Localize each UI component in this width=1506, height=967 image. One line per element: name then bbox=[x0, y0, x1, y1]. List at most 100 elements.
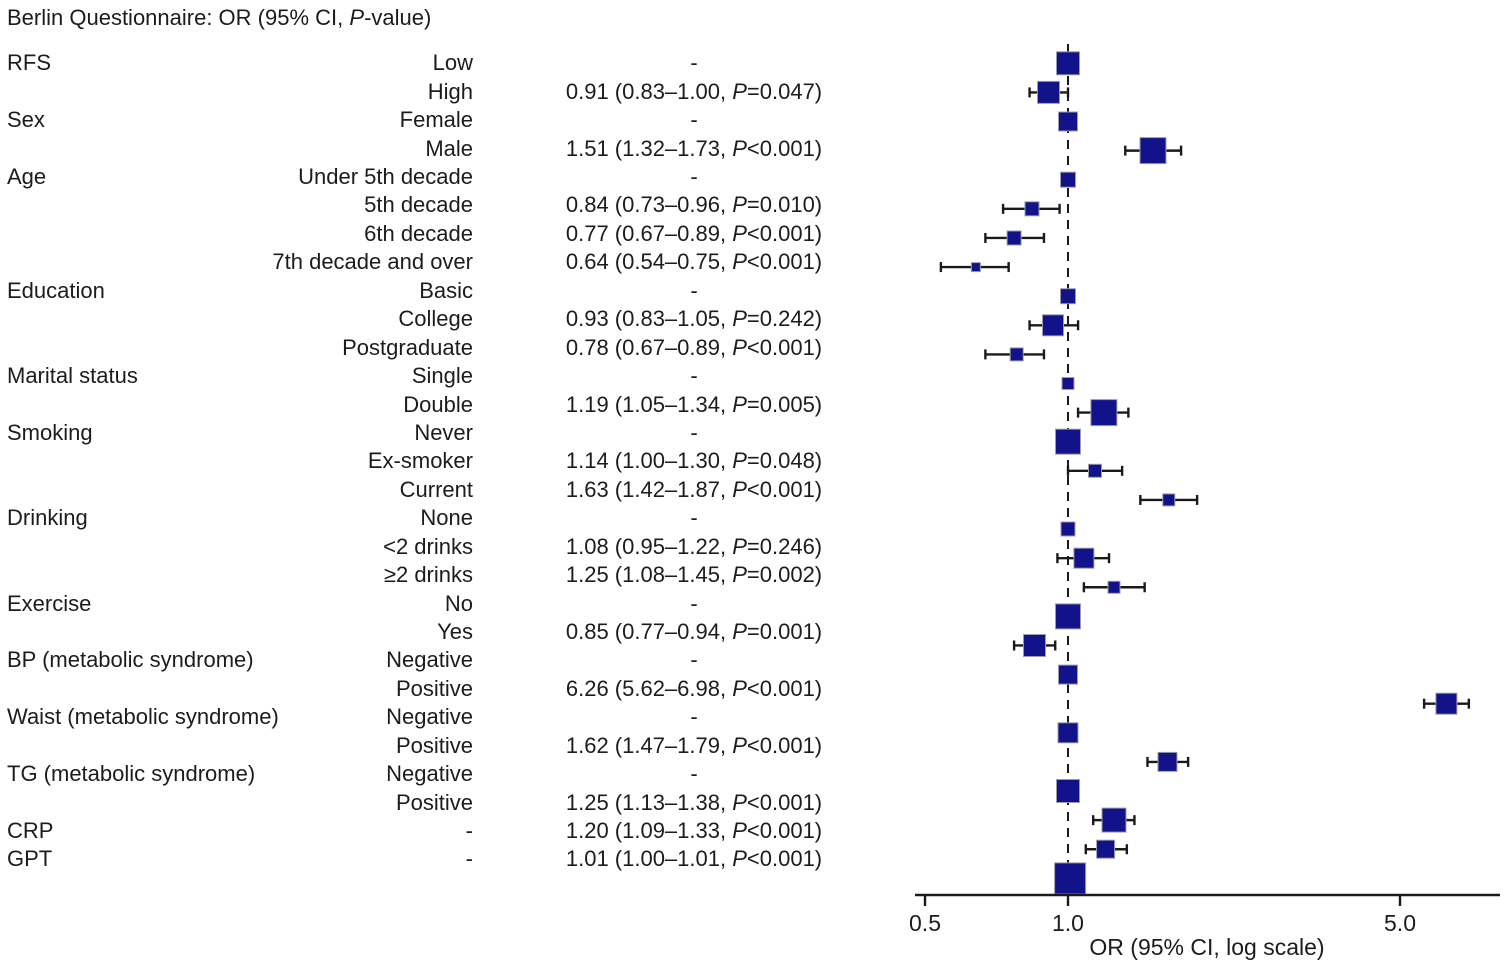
or-ci-value: 0.84 (0.73–0.96, P=0.010) bbox=[565, 192, 823, 218]
or-ci-value: - bbox=[690, 704, 698, 730]
category-label: Positive bbox=[395, 732, 473, 758]
or-ci-value: - bbox=[690, 50, 698, 76]
group-label: GPT bbox=[7, 846, 53, 872]
category-label: Negative bbox=[386, 761, 473, 786]
or-marker bbox=[1061, 377, 1075, 390]
or-marker bbox=[1023, 634, 1046, 657]
or-ci-value: 1.62 (1.47–1.79, P<0.001) bbox=[565, 732, 823, 758]
category-label: Postgraduate bbox=[342, 334, 473, 360]
category-label: Positive bbox=[395, 789, 473, 815]
or-ci-value: 1.01 (1.00–1.01, P<0.001) bbox=[565, 846, 823, 872]
or-ci-value: 1.20 (1.09–1.33, P<0.001) bbox=[565, 817, 823, 843]
or-marker bbox=[1042, 314, 1064, 337]
category-label: Single bbox=[411, 363, 473, 388]
or-marker bbox=[1073, 547, 1095, 569]
group-label: Exercise bbox=[7, 590, 92, 616]
or-ci-value: - bbox=[690, 107, 698, 133]
or-marker bbox=[1088, 463, 1102, 478]
group-label: Drinking bbox=[7, 505, 88, 531]
or-marker bbox=[1056, 779, 1080, 803]
or-marker bbox=[1054, 862, 1087, 895]
category-label: Double bbox=[403, 391, 473, 417]
or-ci-value: 1.14 (1.00–1.30, P=0.048) bbox=[565, 448, 823, 474]
or-marker bbox=[1096, 839, 1116, 859]
group-label: Sex bbox=[7, 107, 45, 133]
or-ci-value: - bbox=[690, 277, 698, 303]
category-label: Negative bbox=[386, 704, 473, 730]
plot-marks: 0.5 1.0 5.0 bbox=[909, 44, 1500, 936]
group-label: CRP bbox=[7, 817, 54, 843]
or-marker bbox=[1055, 428, 1081, 455]
or-ci-value: 1.19 (1.05–1.34, P=0.005) bbox=[565, 391, 823, 417]
or-marker bbox=[1056, 51, 1080, 76]
category-label: ≥2 drinks bbox=[383, 562, 473, 587]
x-axis-tick-label: 5.0 bbox=[1384, 910, 1416, 936]
category-label: 7th decade and over bbox=[272, 249, 473, 275]
or-ci-value: - bbox=[690, 647, 698, 673]
or-ci-value: 0.78 (0.67–0.89, P<0.001) bbox=[565, 334, 823, 360]
or-ci-value: - bbox=[690, 590, 698, 616]
category-label: Low bbox=[432, 50, 473, 76]
or-ci-value: 0.64 (0.54–0.75, P<0.001) bbox=[565, 249, 823, 275]
category-label: Never bbox=[414, 419, 473, 445]
category-label: Yes bbox=[437, 618, 473, 644]
or-ci-value: 1.63 (1.42–1.87, P<0.001) bbox=[565, 476, 823, 502]
category-label: Male bbox=[425, 135, 473, 161]
category-label: 5th decade bbox=[364, 192, 473, 218]
or-ci-value: - bbox=[690, 363, 698, 388]
category-label: Positive bbox=[395, 675, 473, 701]
category-label: College bbox=[398, 306, 473, 332]
or-ci-value: - bbox=[690, 761, 698, 786]
or-marker bbox=[1009, 347, 1024, 362]
category-label: Negative bbox=[386, 647, 473, 673]
group-label: BP (metabolic syndrome) bbox=[7, 647, 254, 673]
category-label: High bbox=[427, 78, 473, 104]
or-ci-value: 1.51 (1.32–1.73, P<0.001) bbox=[565, 135, 823, 161]
or-ci-value: 1.25 (1.13–1.38, P<0.001) bbox=[565, 789, 823, 815]
or-marker bbox=[1139, 137, 1167, 165]
category-label: - bbox=[465, 817, 473, 843]
group-label: Education bbox=[7, 277, 105, 303]
group-label: Waist (metabolic syndrome) bbox=[7, 704, 279, 730]
or-ci-value: - bbox=[690, 505, 698, 531]
chart-title: Berlin Questionnaire: OR (95% CI, P-valu… bbox=[7, 5, 432, 30]
or-marker bbox=[1157, 751, 1178, 772]
or-ci-value: 0.77 (0.67–0.89, P<0.001) bbox=[565, 220, 823, 246]
x-axis-tick-label: 1.0 bbox=[1052, 910, 1084, 936]
or-ci-value: 1.25 (1.08–1.45, P=0.002) bbox=[565, 562, 823, 587]
x-axis-title: OR (95% CI, log scale) bbox=[1089, 934, 1324, 960]
or-marker bbox=[1101, 807, 1127, 833]
category-label: Basic bbox=[419, 277, 473, 303]
or-marker bbox=[1055, 603, 1081, 630]
category-label: - bbox=[465, 846, 473, 872]
or-ci-value: - bbox=[690, 419, 698, 445]
category-label: None bbox=[420, 505, 473, 531]
group-label: Marital status bbox=[7, 363, 138, 388]
x-axis-tick-label: 0.5 bbox=[909, 910, 941, 936]
category-label: Under 5th decade bbox=[298, 164, 473, 189]
or-ci-value: - bbox=[690, 164, 698, 189]
or-marker bbox=[1058, 664, 1078, 685]
or-ci-value: 0.85 (0.77–0.94, P=0.001) bbox=[565, 618, 823, 644]
or-ci-value: 0.91 (0.83–1.00, P=0.047) bbox=[565, 78, 823, 104]
or-marker bbox=[1057, 722, 1079, 744]
category-label: Current bbox=[399, 476, 473, 502]
or-marker bbox=[1435, 692, 1458, 715]
or-marker bbox=[1006, 230, 1022, 246]
or-ci-value: 0.93 (0.83–1.05, P=0.242) bbox=[565, 306, 823, 332]
category-label: 6th decade bbox=[364, 220, 473, 246]
or-ci-value: 1.08 (0.95–1.22, P=0.246) bbox=[565, 533, 823, 559]
or-marker bbox=[1090, 399, 1118, 427]
or-marker bbox=[970, 262, 981, 273]
or-marker bbox=[1060, 171, 1076, 188]
category-label: Ex-smoker bbox=[367, 448, 473, 474]
or-ci-value: 6.26 (5.62–6.98, P<0.001) bbox=[565, 675, 823, 701]
or-marker bbox=[1058, 111, 1078, 132]
group-label: RFS bbox=[7, 50, 51, 76]
or-marker bbox=[1024, 201, 1040, 217]
or-marker bbox=[1162, 493, 1176, 507]
category-label: Female bbox=[399, 107, 473, 133]
group-label: Smoking bbox=[7, 419, 93, 445]
category-label: No bbox=[444, 590, 473, 616]
